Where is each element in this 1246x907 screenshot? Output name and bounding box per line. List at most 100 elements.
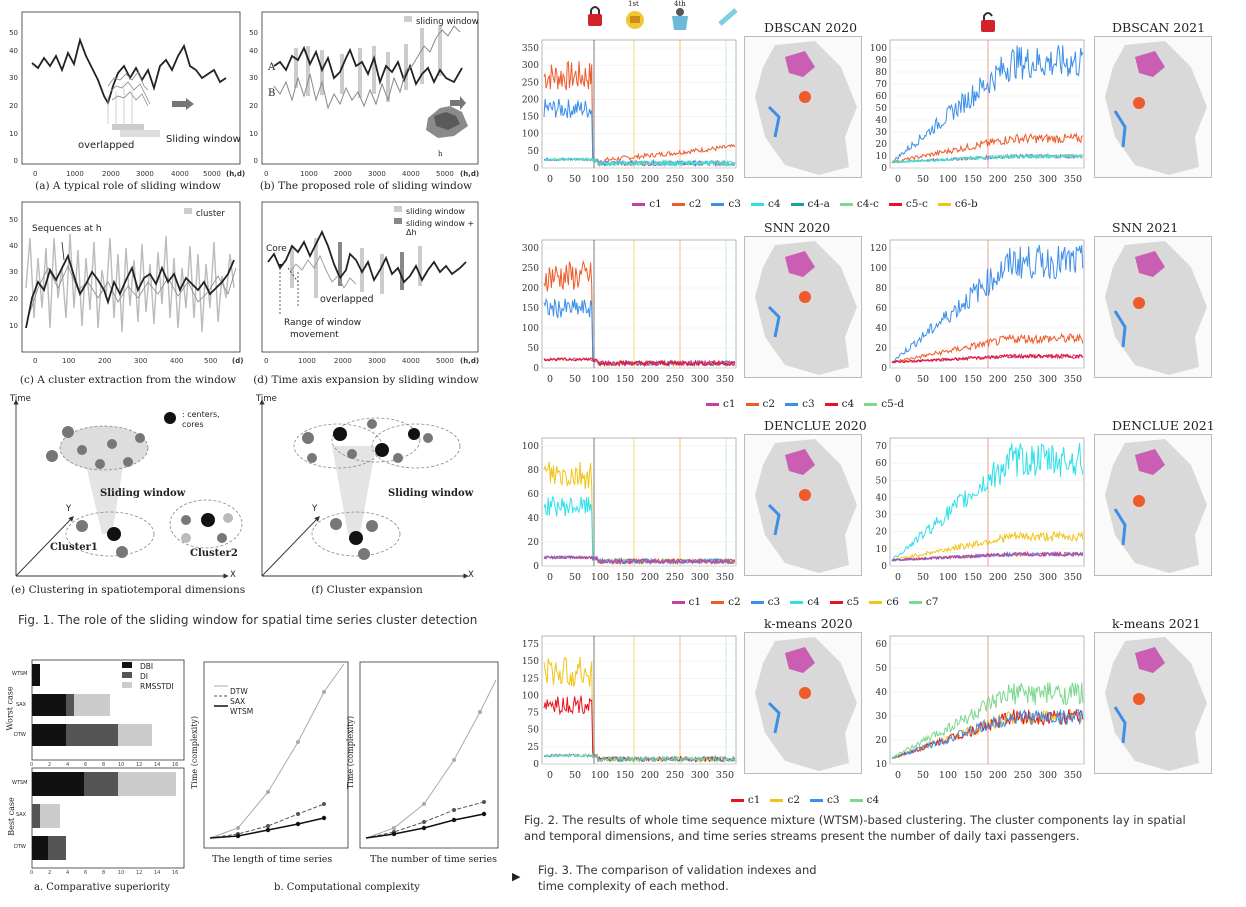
legend-label: c1 <box>722 398 736 410</box>
svg-text:30: 30 <box>9 268 18 276</box>
svg-text:50: 50 <box>249 29 258 37</box>
svg-text:30: 30 <box>9 74 18 82</box>
y-tick-label: 350 <box>522 44 539 54</box>
y-tick-label: 25 <box>528 743 540 753</box>
legend-swatch <box>745 402 759 406</box>
fig2-chart-2020-1: 0 50 100 150 200 250 300 0 50 100 150 200 250 300 350 <box>520 236 740 396</box>
x-tick-label: 50 <box>917 174 929 185</box>
fig2-title-2021: SNN 2021 <box>1112 220 1179 235</box>
legend-label: c4 <box>841 398 855 410</box>
x-tick-label: 350 <box>716 174 734 185</box>
svg-text:(h,d): (h,d) <box>460 357 479 365</box>
x-tick-label: 100 <box>591 770 609 781</box>
x-tick-label: 250 <box>666 374 684 385</box>
legend-label: c7 <box>925 596 939 608</box>
svg-text:4: 4 <box>66 762 69 768</box>
y-tick-label: 50 <box>528 726 540 736</box>
svg-text:12: 12 <box>136 762 142 768</box>
svg-text:2: 2 <box>48 762 51 768</box>
svg-text:8: 8 <box>102 762 105 768</box>
x-tick-label: 250 <box>1014 374 1032 385</box>
fig1e-caption: (e) Clustering in spatiotemporal dimensi… <box>10 584 246 596</box>
x-tick-label: 100 <box>591 174 609 185</box>
fig1d-plot: 0 1000 2000 3000 4000 5000 (h,d) <box>261 201 479 365</box>
y-tick-label: 30 <box>876 712 888 722</box>
series-line <box>891 708 1084 759</box>
y-tick-label: 100 <box>522 691 539 701</box>
x-tick-label: 200 <box>989 374 1007 385</box>
series-line <box>891 530 1084 562</box>
fig3b-legend-dtw: DTW <box>230 687 248 696</box>
fig2-map-2021-2 <box>1094 434 1212 576</box>
x-tick-label: 250 <box>666 572 684 583</box>
legend-item: c7 <box>908 596 939 608</box>
fig1-panel-d: 0 1000 2000 3000 4000 5000 (h,d) sliding… <box>250 198 482 388</box>
x-tick-label: 0 <box>895 174 901 185</box>
legend-swatch <box>750 600 764 604</box>
series-line <box>543 98 736 168</box>
fig2-title-2020: DBSCAN 2020 <box>764 20 858 35</box>
fig1a-annotation-overlapped: overlapped <box>78 140 135 151</box>
y-tick-label: 300 <box>522 244 539 254</box>
y-tick-label: 20 <box>876 736 888 746</box>
svg-text:0: 0 <box>33 170 37 178</box>
svg-text:50: 50 <box>9 29 18 37</box>
legend-label: c5 <box>846 596 860 608</box>
y-tick-label: 30 <box>876 511 888 521</box>
fig1b-label-b: B <box>268 88 276 99</box>
x-tick-label: 0 <box>547 770 553 781</box>
fig3a-cat-worst-wtsm: WTSM <box>12 671 28 677</box>
legend-item: c4-c <box>839 198 879 210</box>
legend-label: c4 <box>767 198 781 210</box>
fig3b-legend-wtsm: WTSM <box>230 707 254 716</box>
x-tick-label: 50 <box>917 374 929 385</box>
svg-text:2000: 2000 <box>102 170 120 178</box>
legend-swatch <box>785 402 799 406</box>
fig1d-legend-sliding-window-dh: sliding window + Δh <box>406 219 475 237</box>
legend-swatch <box>705 402 719 406</box>
legend-label: c2 <box>688 198 702 210</box>
y-tick-label: 60 <box>876 640 888 650</box>
fig3a-chart: 0 2 4 6 8 10 12 14 16 0 2 4 6 8 10 12 14 16 <box>30 659 185 876</box>
legend-item: c4 <box>790 596 820 608</box>
svg-text:4000: 4000 <box>171 170 189 178</box>
fig1d-annotation-movement: movement <box>290 330 339 340</box>
legend-item: c1 <box>671 596 701 608</box>
fig3a-cat-best-wtsm: WTSM <box>12 780 28 786</box>
y-tick-label: 70 <box>876 442 888 452</box>
fig2-marker-1st: 1st <box>628 0 639 8</box>
svg-text:(h,d): (h,d) <box>460 170 479 178</box>
fig1-panel-a: 0 10 20 30 40 50 0 1000 2000 3000 4000 5… <box>8 8 248 192</box>
legend-label: c6 <box>886 596 899 608</box>
series-line <box>891 353 1084 364</box>
fig2-caption-line1: Fig. 2. The results of whole time sequen… <box>524 813 1186 827</box>
x-tick-label: 200 <box>989 572 1007 583</box>
legend-label: c3 <box>802 398 815 410</box>
fig3b-ylabel-left: Time (complexity) <box>190 715 200 790</box>
y-tick-label: 250 <box>522 264 539 274</box>
fig1-panel-e: Time Y X : centers, cores Sliding window… <box>6 394 250 600</box>
y-tick-label: 100 <box>870 264 887 274</box>
fig2-marker-icons <box>580 2 750 36</box>
y-tick-label: 0 <box>533 760 539 770</box>
y-tick-label: 200 <box>522 95 539 105</box>
x-tick-label: 350 <box>716 770 734 781</box>
legend-swatch <box>908 600 922 604</box>
svg-text:5000: 5000 <box>436 170 454 178</box>
legend-swatch <box>839 202 853 206</box>
y-tick-label: 40 <box>876 324 888 334</box>
fig3a-legend-rmsstdi: RMSSTDI <box>140 682 174 691</box>
x-tick-label: 50 <box>569 572 581 583</box>
x-tick-label: 200 <box>989 174 1007 185</box>
fig1f-axis-time: Time <box>256 394 277 404</box>
fig1f-diagram <box>259 399 469 579</box>
svg-text:2: 2 <box>48 870 51 876</box>
svg-text:5000: 5000 <box>436 357 454 365</box>
x-tick-label: 150 <box>616 572 634 583</box>
fig1f-label-sliding-window: Sliding window <box>388 488 474 499</box>
fig3a-cat-best-sax: SAX <box>16 812 27 818</box>
legend-label: c6-b <box>954 198 978 210</box>
legend-swatch <box>632 202 646 206</box>
svg-text:10: 10 <box>9 322 18 330</box>
svg-text:10: 10 <box>118 870 124 876</box>
